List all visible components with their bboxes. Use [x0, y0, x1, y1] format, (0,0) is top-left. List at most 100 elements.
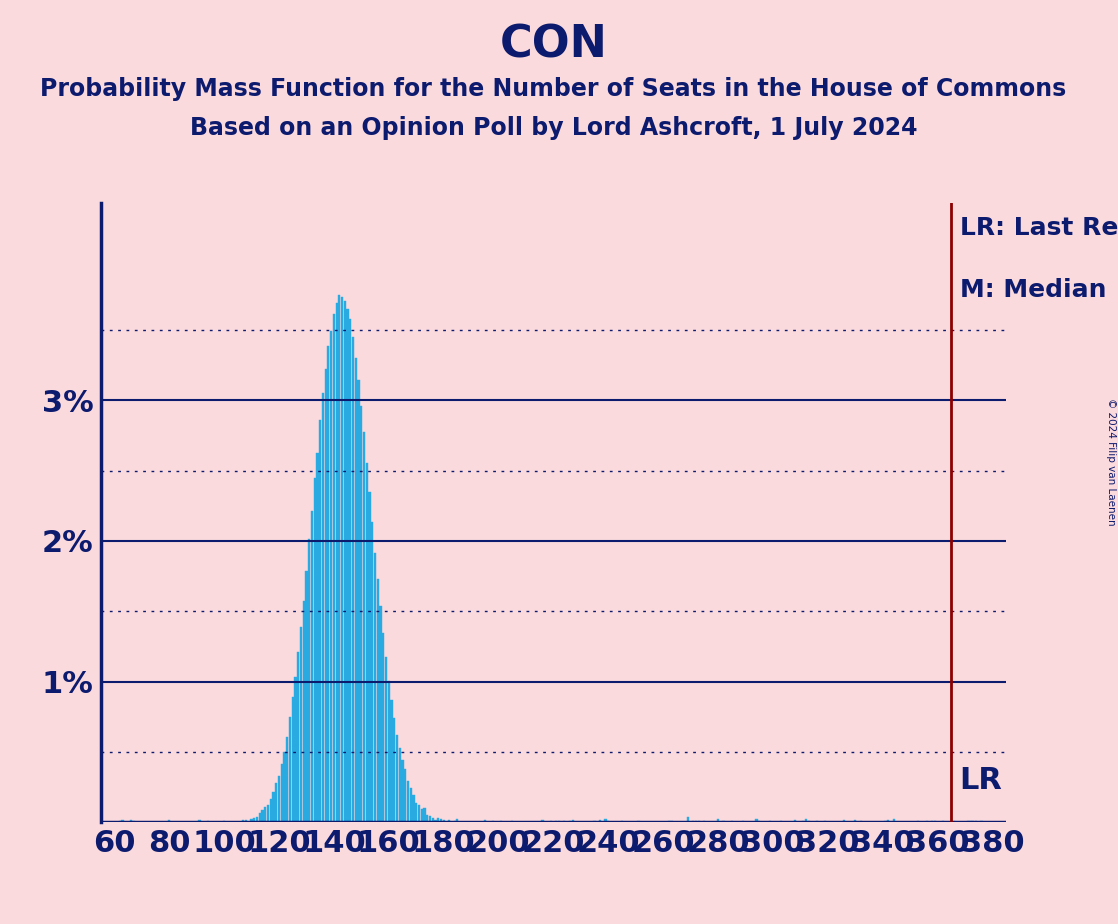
Bar	[769, 821, 771, 822]
Bar	[420, 808, 423, 822]
Bar	[273, 792, 275, 822]
Bar	[454, 821, 456, 822]
Bar	[379, 606, 381, 822]
Bar	[599, 821, 601, 822]
Bar	[262, 810, 264, 822]
Bar	[269, 799, 272, 822]
Bar	[931, 821, 934, 822]
Bar	[303, 602, 305, 822]
Text: © 2024 Filip van Laenen: © 2024 Filip van Laenen	[1106, 398, 1116, 526]
Bar	[366, 463, 368, 822]
Bar	[807, 821, 809, 822]
Bar	[311, 511, 313, 822]
Bar	[297, 652, 300, 822]
Bar	[267, 805, 269, 822]
Bar	[294, 677, 296, 822]
Bar	[409, 788, 411, 822]
Bar	[207, 821, 209, 822]
Bar	[401, 760, 404, 822]
Bar	[305, 571, 307, 822]
Bar	[541, 820, 543, 822]
Bar	[437, 818, 439, 822]
Bar	[222, 821, 225, 822]
Bar	[439, 820, 442, 822]
Bar	[816, 821, 818, 822]
Bar	[671, 821, 673, 822]
Bar	[313, 478, 315, 822]
Bar	[360, 406, 362, 822]
Bar	[168, 821, 170, 822]
Bar	[283, 752, 285, 822]
Bar	[377, 579, 379, 822]
Bar	[132, 821, 134, 822]
Bar	[980, 821, 983, 822]
Bar	[794, 820, 796, 822]
Bar	[358, 380, 360, 822]
Bar	[339, 296, 341, 822]
Bar	[341, 297, 343, 822]
Bar	[286, 737, 288, 822]
Bar	[426, 815, 428, 822]
Text: Probability Mass Function for the Number of Seats in the House of Commons: Probability Mass Function for the Number…	[40, 77, 1067, 101]
Bar	[434, 821, 436, 822]
Bar	[382, 633, 385, 822]
Bar	[250, 819, 253, 822]
Bar	[256, 818, 258, 822]
Bar	[594, 821, 596, 822]
Bar	[703, 821, 705, 822]
Bar	[385, 657, 387, 822]
Bar	[352, 336, 354, 822]
Bar	[967, 821, 969, 822]
Text: LR: LR	[959, 766, 1003, 795]
Bar	[343, 301, 345, 822]
Bar	[335, 302, 338, 822]
Bar	[363, 432, 366, 822]
Bar	[258, 813, 260, 822]
Bar	[887, 821, 889, 822]
Bar	[892, 820, 894, 822]
Bar	[854, 821, 856, 822]
Bar	[281, 764, 283, 822]
Bar	[717, 820, 719, 822]
Bar	[394, 718, 396, 822]
Bar	[328, 346, 330, 822]
Bar	[322, 394, 324, 822]
Bar	[741, 821, 743, 822]
Text: CON: CON	[500, 23, 607, 67]
Bar	[843, 821, 845, 822]
Bar	[692, 821, 694, 822]
Bar	[443, 820, 445, 822]
Bar	[399, 748, 401, 822]
Bar	[354, 359, 357, 822]
Bar	[780, 821, 783, 822]
Bar	[860, 821, 862, 822]
Bar	[388, 681, 390, 822]
Bar	[349, 320, 351, 822]
Bar	[415, 804, 417, 822]
Bar	[300, 627, 302, 822]
Bar	[492, 821, 494, 822]
Bar	[563, 821, 566, 822]
Bar	[429, 816, 432, 822]
Bar	[122, 821, 124, 822]
Bar	[288, 717, 291, 822]
Bar	[245, 821, 247, 822]
Bar	[637, 821, 639, 822]
Bar	[275, 783, 277, 822]
Bar	[309, 540, 311, 822]
Bar	[448, 820, 451, 822]
Bar	[369, 492, 371, 822]
Bar	[371, 522, 373, 822]
Bar	[404, 769, 406, 822]
Bar	[413, 796, 415, 822]
Bar	[424, 808, 426, 822]
Bar	[418, 806, 420, 822]
Bar	[316, 454, 319, 822]
Bar	[264, 807, 266, 822]
Bar	[324, 369, 326, 822]
Bar	[824, 821, 826, 822]
Bar	[511, 821, 513, 822]
Bar	[667, 821, 670, 822]
Bar	[605, 819, 607, 822]
Bar	[571, 820, 574, 822]
